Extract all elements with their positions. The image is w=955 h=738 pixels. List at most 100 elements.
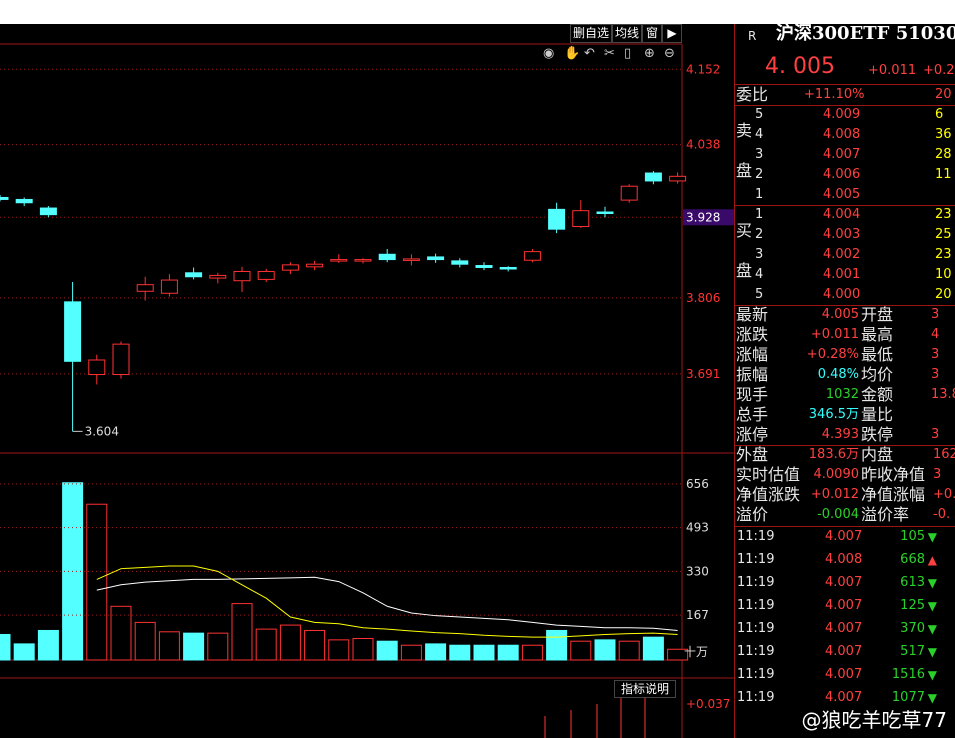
zoom-in-icon[interactable]: ⊕ [644, 46, 655, 61]
quote-panel: R 沪深300ETF 51030 4. 005 +0.011 +0.2 委比 +… [734, 24, 955, 738]
side-label: 卖 [736, 121, 753, 140]
bid-level: 1 [755, 207, 764, 222]
delete-watchlist-button[interactable]: 删自选 [570, 24, 612, 43]
stat-label: 涨幅 [736, 345, 769, 364]
ask-price: 4.005 [823, 187, 861, 202]
ask-volume: 36 [935, 127, 952, 142]
candle-body [0, 196, 9, 200]
stat-label-2: 金额 [861, 385, 894, 404]
stat-value: 0.48% [817, 367, 859, 382]
candle-body [185, 272, 203, 278]
bid-level: 4 [755, 267, 764, 282]
nav-label-2: 净值涨幅 [861, 485, 926, 504]
ask-volume: 28 [935, 147, 952, 162]
current-price-box [683, 209, 734, 226]
nav-label-2: 昨收净值 [861, 465, 926, 484]
volume-bar [231, 603, 253, 661]
volume-bar [497, 644, 519, 661]
candle-body [136, 284, 154, 292]
bid-level: 3 [755, 247, 764, 262]
nav-value-2: 162 [933, 447, 955, 462]
bid-volume: 25 [935, 227, 952, 242]
bid-level: 2 [755, 227, 764, 242]
nav-label: 净值涨跌 [736, 485, 801, 504]
indicator-help-button[interactable]: 指标说明 [614, 680, 676, 698]
stat-label: 总手 [736, 405, 769, 424]
stat-value-2: 13.8 [931, 387, 955, 402]
arrow-down-icon: ▼ [927, 576, 937, 590]
candle-body [620, 185, 638, 201]
tick-volume: 613 [900, 575, 925, 590]
stat-label-2: 最高 [861, 325, 894, 344]
volume-bar [134, 621, 156, 661]
volume-bar [304, 629, 326, 661]
candle-body [160, 279, 178, 294]
candle-body [209, 274, 227, 279]
zoom-out-icon[interactable]: ⊖ [664, 46, 675, 61]
tick-time: 11:19 [737, 667, 775, 682]
bid-price: 4.003 [823, 227, 861, 242]
ask-level: 5 [755, 107, 764, 122]
play-next-button[interactable]: ▶︎ [662, 24, 682, 43]
candle-body [596, 211, 614, 214]
ask-price: 4.007 [823, 147, 861, 162]
window-button[interactable]: 窗 [642, 24, 662, 43]
volume-bar [183, 632, 205, 661]
price-tick-label: 4.152 [686, 62, 720, 76]
bid-price: 4.000 [823, 287, 861, 302]
volume-bar [521, 644, 543, 661]
volume-bar [86, 503, 108, 661]
side-label: 盘 [736, 161, 753, 180]
volume-tick-label: 656 [686, 477, 709, 491]
side-label: 盘 [736, 261, 753, 280]
arrow-down-icon: ▼ [927, 530, 937, 544]
average-line-button[interactable]: 均线 [612, 24, 642, 43]
volume-bar [546, 629, 568, 661]
lock-icon[interactable]: ▯ [624, 46, 632, 61]
bid-volume: 20 [935, 287, 952, 302]
eye-icon[interactable]: ◉ [543, 46, 555, 61]
tick-price: 4.007 [825, 690, 863, 705]
tick-volume: 105 [900, 529, 925, 544]
candle-body [548, 208, 566, 230]
candle-body [39, 207, 57, 216]
tick-time: 11:19 [737, 552, 775, 567]
tick-time: 11:19 [737, 690, 775, 705]
nav-label: 溢价 [736, 505, 769, 524]
candle-body [330, 259, 348, 262]
stat-label: 现手 [736, 385, 769, 404]
volume-tick-label: 330 [686, 564, 709, 578]
ma-fast-line [96, 565, 678, 638]
stat-value: 4.005 [821, 307, 859, 322]
candle-body [64, 301, 82, 362]
tick-time: 11:19 [737, 598, 775, 613]
scissors-icon[interactable]: ✂ [604, 46, 615, 61]
volume-bar [618, 640, 640, 661]
tick-volume: 517 [900, 644, 925, 659]
stat-value: +0.28% [806, 347, 859, 362]
volume-bar [110, 605, 132, 661]
stat-value-2: 3 [931, 307, 940, 322]
nav-label-2: 溢价率 [861, 505, 910, 524]
arrow-down-icon: ▼ [927, 645, 937, 659]
nav-label: 外盘 [736, 445, 769, 464]
nav-value-2: -0. [933, 507, 951, 522]
weibi-label: 委比 [736, 85, 769, 104]
candle-body [427, 256, 445, 261]
candle-body [354, 259, 372, 262]
undo-icon[interactable]: ↶ [584, 46, 595, 61]
stat-label: 振幅 [736, 365, 769, 384]
latest-price: 4. 005 [765, 54, 835, 79]
arrow-down-icon: ▼ [927, 668, 937, 682]
volume-bar [570, 640, 592, 661]
kline-chart[interactable]: 4.152 4.038 3.928 3.806 3.691 3.604 656 493 330 1… [0, 0, 734, 738]
nav-value-2: 3 [933, 467, 942, 482]
candle-body [233, 270, 251, 282]
tick-price: 4.007 [825, 529, 863, 544]
hand-icon[interactable]: ✋ [564, 46, 581, 61]
candle-body [15, 198, 33, 204]
stat-label: 涨跌 [736, 325, 769, 344]
candle-body [88, 359, 106, 376]
ask-level: 3 [755, 147, 764, 162]
volume-tick-label: 493 [686, 521, 709, 535]
